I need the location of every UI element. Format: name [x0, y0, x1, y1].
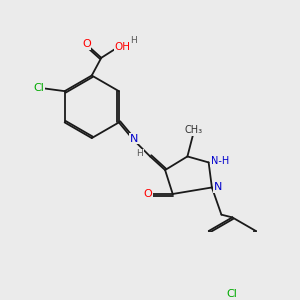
- Text: N: N: [130, 134, 138, 144]
- Text: H: H: [136, 149, 143, 158]
- Text: H: H: [130, 36, 136, 45]
- Text: N-H: N-H: [211, 156, 229, 166]
- Text: N: N: [214, 182, 222, 193]
- Text: Cl: Cl: [33, 83, 44, 93]
- Text: O: O: [82, 39, 91, 49]
- Text: Cl: Cl: [227, 290, 238, 299]
- Text: OH: OH: [114, 42, 130, 52]
- Text: O: O: [143, 189, 152, 199]
- Text: CH₃: CH₃: [184, 125, 202, 135]
